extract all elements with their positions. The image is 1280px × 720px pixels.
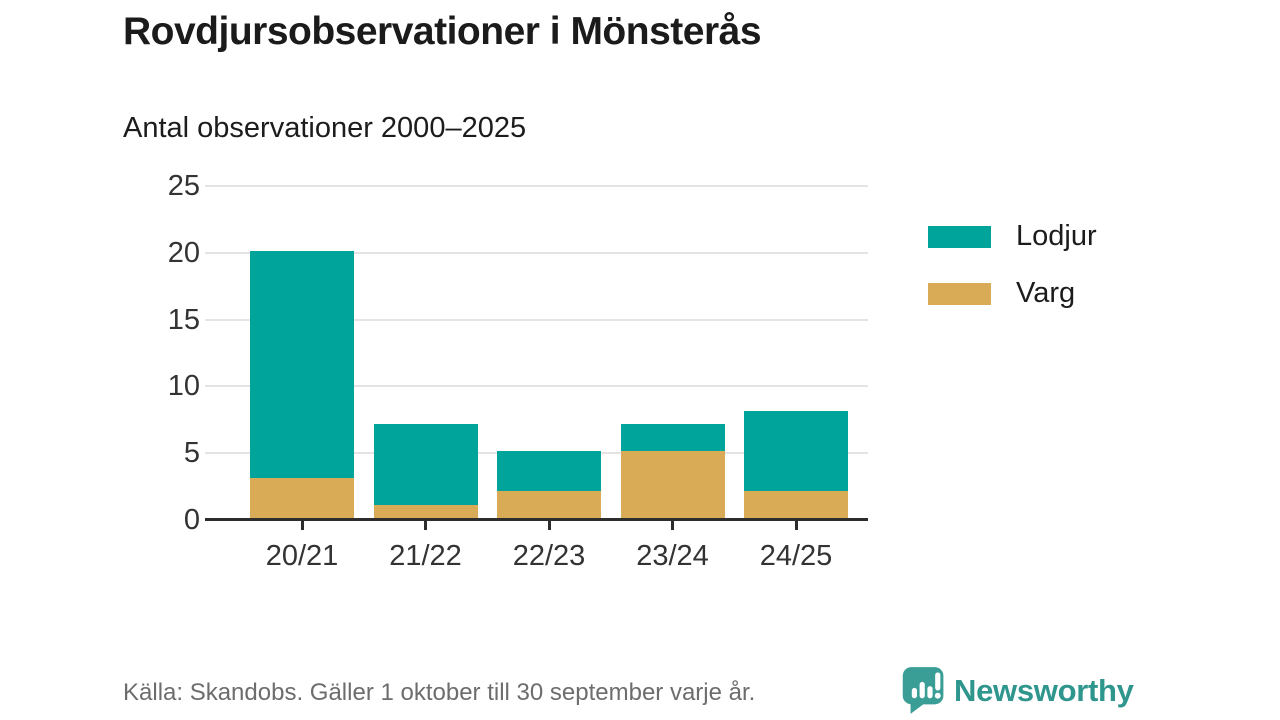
y-axis: 0 5 10 15 20 25 <box>120 170 200 536</box>
legend: Lodjur Varg <box>928 220 1097 334</box>
y-axis-tick-label: 0 <box>183 504 200 536</box>
legend-label-lodjur: Lodjur <box>1016 220 1097 252</box>
bar-segment-varg-24-25 <box>744 491 848 518</box>
gridline-20 <box>205 251 868 254</box>
source-note: Källa: Skandobs. Gäller 1 oktober till 3… <box>123 679 756 706</box>
bar-segment-varg-23-24 <box>620 451 725 518</box>
bar-segment-varg-20-21 <box>250 477 354 518</box>
bar-segment-lodjur-23-24 <box>620 424 725 452</box>
plot-area: 20/21 21/22 22/23 23/24 24/25 <box>205 185 868 572</box>
y-axis-tick-label: 5 <box>183 437 200 470</box>
legend-label-varg: Varg <box>1016 277 1076 309</box>
chart-title: Rovdjursobservationer i Mönsterås <box>123 10 762 53</box>
x-axis-line <box>205 518 868 521</box>
chart-subtitle: Antal observationer 2000–2025 <box>123 112 527 144</box>
y-axis-tick-label: 10 <box>167 370 200 403</box>
bar-segment-varg-21-22 <box>373 504 478 518</box>
x-axis-tick-label: 20/21 <box>265 540 339 572</box>
gridline-10 <box>205 385 868 388</box>
x-axis-tick-label: 22/23 <box>512 540 586 572</box>
legend-item-varg: Varg <box>928 277 1097 310</box>
bar-segment-varg-22-23 <box>497 491 601 518</box>
y-axis-tick-label: 20 <box>167 236 200 269</box>
x-axis-tick <box>300 521 304 530</box>
legend-swatch-lodjur <box>928 225 991 248</box>
y-axis-tick-label: 15 <box>167 303 200 336</box>
newsworthy-bar-chart-bubble-icon <box>902 667 944 714</box>
y-axis-tick-label: 25 <box>167 170 200 202</box>
x-axis-tick <box>424 521 427 530</box>
bar-segment-lodjur-22-23 <box>497 451 601 492</box>
brand-name: Newsworthy <box>954 672 1134 708</box>
bar-segment-lodjur-24-25 <box>744 411 848 492</box>
x-axis-tick <box>547 521 551 530</box>
x-axis-tick <box>671 521 674 530</box>
bar-segment-lodjur-21-22 <box>373 424 478 505</box>
x-axis-tick-label: 24/25 <box>759 540 833 572</box>
x-axis-tick-label: 21/22 <box>389 540 462 572</box>
gridline-15 <box>205 318 868 321</box>
bar-segment-lodjur-20-21 <box>250 250 354 478</box>
gridline-25 <box>205 185 868 187</box>
legend-item-lodjur: Lodjur <box>928 220 1097 253</box>
x-axis-tick-label: 23/24 <box>636 540 709 572</box>
brand-logo: Newsworthy <box>901 666 1134 715</box>
legend-swatch-varg <box>928 282 991 305</box>
x-axis-tick <box>794 521 798 530</box>
